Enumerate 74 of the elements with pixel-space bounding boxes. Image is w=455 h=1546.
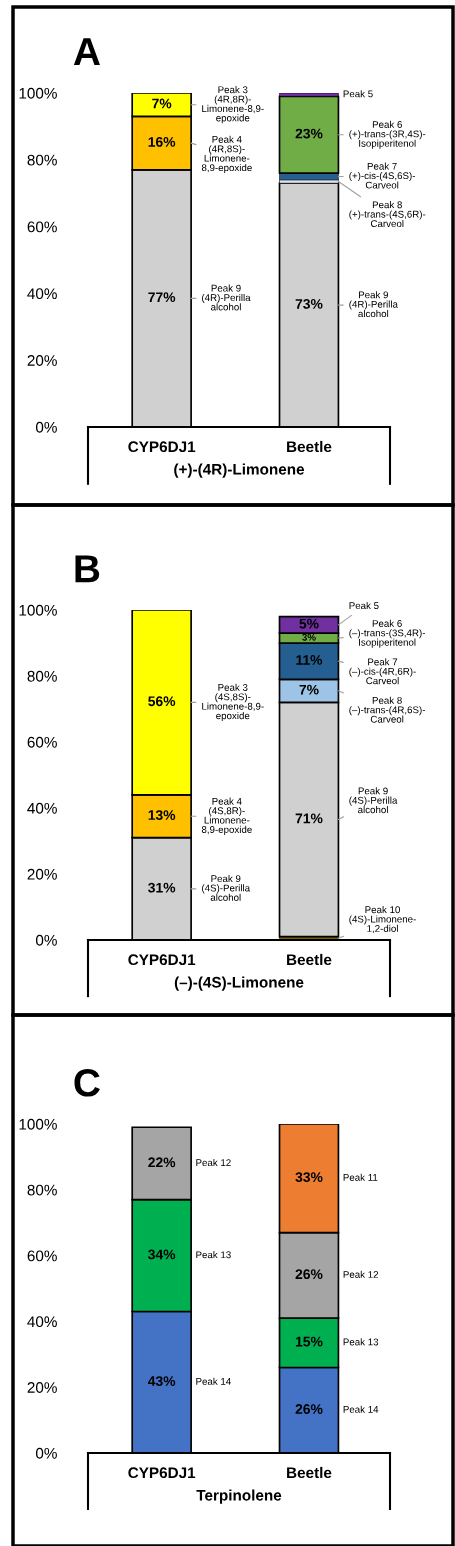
data-label: 23% (295, 128, 323, 139)
y-tick-label: 100% (19, 604, 57, 616)
series-label: Peak 5 (349, 601, 379, 610)
series-label: Peak 4 (4S,8R)- Limonene- 8,9-epoxide (201, 797, 252, 835)
x-axis-title: (+)-(4R)-Limonene (174, 463, 305, 478)
y-tick-label: 20% (27, 1382, 57, 1393)
series-label: Peak 7 (–)-cis-(4R,6R)- Carveol (349, 658, 416, 685)
chart-title: C (74, 1069, 100, 1097)
series-label: Peak 4 (4R,8S)- Limonene- 8,9-epoxide (201, 135, 252, 174)
chart-title: A (73, 38, 100, 65)
series-label: Peak 9 (4S)-Perilla alcohol (349, 787, 398, 814)
data-label: 77% (148, 292, 176, 303)
series-label: Peak 10 (4S)-Limonene- 1,2-diol (349, 906, 416, 934)
text: Peak 9 (4S)-Perilla alcohol (202, 874, 251, 901)
y-tick-label: 0% (35, 1447, 57, 1459)
data-label: 26% (295, 1404, 323, 1414)
y-tick-label: 60% (27, 221, 57, 233)
data-label: 31% (148, 882, 176, 893)
y-tick-label: 0% (35, 421, 57, 433)
data-label: 71% (295, 813, 323, 824)
data-label: 13% (148, 810, 176, 820)
chart-title: B (75, 555, 100, 583)
x-tick-label: Beetle (287, 440, 332, 453)
y-tick-label: 40% (27, 1316, 57, 1328)
series-label: Peak 14 (196, 1377, 231, 1385)
y-tick-label: 80% (27, 154, 57, 166)
data-label: 33% (295, 1172, 323, 1183)
series-label: Peak 13 (196, 1251, 231, 1259)
x-axis-title: (–)-(4S)-Limonene (174, 976, 304, 991)
data-label: 73% (295, 298, 323, 309)
data-label: 11% (296, 655, 323, 665)
series-label: Peak 11 (343, 1173, 378, 1181)
data-label: 16% (148, 136, 176, 147)
x-tick-label: CYP6DJ1 (128, 1467, 196, 1479)
text: Peak 14 (343, 1405, 379, 1413)
series-label: Peak 3 (4S,8S)- Limonene-8,9- epoxide (202, 683, 264, 722)
data-label: 3% (302, 633, 316, 641)
x-tick-label: Beetle (287, 953, 332, 966)
series-label: Peak 9 (4R)-Perilla alcohol (349, 291, 398, 318)
data-label: 7% (299, 684, 319, 695)
y-tick-label: 40% (27, 802, 57, 814)
y-tick-label: 60% (27, 736, 57, 748)
y-tick-label: 60% (27, 1250, 57, 1262)
text: Peak 12 (343, 1270, 379, 1278)
data-label: 56% (148, 696, 176, 707)
x-tick-label: CYP6DJ1 (128, 441, 196, 453)
series-label: Peak 3 (4R,8R)- Limonene-8,9- epoxide (202, 86, 264, 124)
text: Peak 9 (4R)-Perilla alcohol (202, 284, 251, 311)
series-label: Peak 7 (+)-cis-(4S,6S)- Carveol (349, 162, 416, 189)
y-tick-label: 100% (19, 87, 57, 99)
y-tick-label: 40% (27, 288, 57, 300)
series-label: Peak 6 (–)-trans-(3S,4R)- Isopiperitenol (349, 619, 426, 648)
y-tick-label: 20% (27, 355, 57, 366)
y-tick-label: 0% (35, 934, 57, 946)
y-tick-label: 20% (27, 868, 57, 880)
data-label: 22% (148, 1157, 176, 1168)
text: Peak 13 (343, 1338, 379, 1346)
text: Peak 8 (+)-trans-(4S,6R)- Carveol (349, 201, 426, 228)
x-tick-label: CYP6DJ1 (128, 954, 196, 966)
series-label: Peak 8 (–)-trans-(4R,6S)- Carveol (349, 696, 426, 723)
data-label: 5% (299, 618, 319, 629)
y-tick-label: 80% (27, 1184, 57, 1196)
data-label: 43% (147, 1376, 176, 1387)
data-label: 26% (295, 1269, 323, 1280)
y-tick-label: 80% (27, 670, 57, 682)
data-label: 15% (295, 1336, 323, 1347)
series-label: Peak 6 (+)-trans-(3R,4S)- Isopiperitenol (349, 120, 426, 149)
y-tick-label: 100% (19, 1118, 57, 1130)
x-tick-label: Beetle (287, 1466, 332, 1479)
series-label: Peak 12 (196, 1158, 231, 1167)
data-label: 7% (152, 98, 172, 109)
data-label: 34% (148, 1249, 176, 1260)
series-label: Peak 5 (343, 90, 373, 98)
x-axis-title: Terpinolene (196, 1489, 282, 1504)
